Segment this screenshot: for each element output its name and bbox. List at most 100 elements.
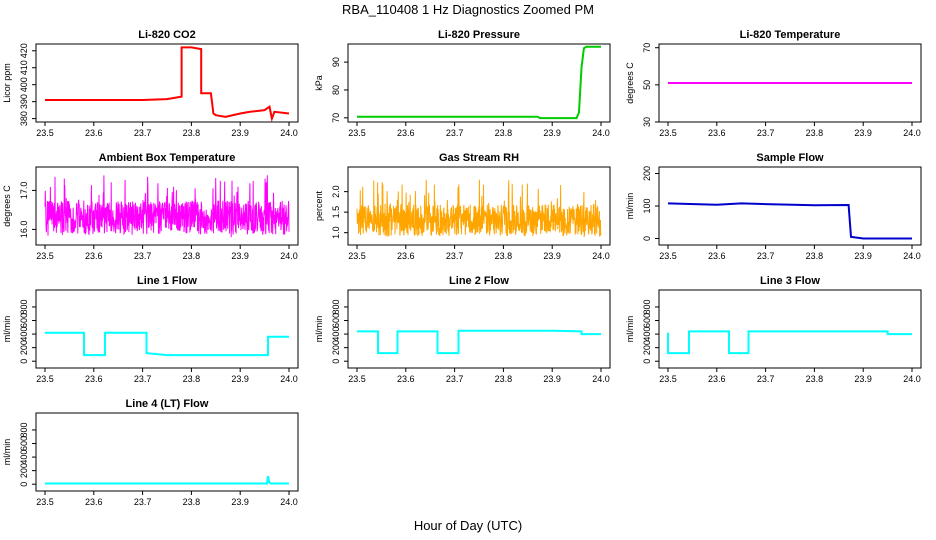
x-tick-label: 23.7 bbox=[757, 374, 775, 384]
x-tick-label: 23.9 bbox=[231, 251, 249, 261]
plot-frame bbox=[35, 166, 299, 246]
x-tick-label: 24.0 bbox=[592, 128, 610, 138]
y-tick-label: 400 bbox=[331, 327, 341, 342]
series-line bbox=[45, 331, 289, 357]
y-tick-label: 800 bbox=[19, 299, 29, 314]
y-axis-label: ml/min bbox=[314, 316, 324, 343]
x-tick-label: 23.9 bbox=[543, 374, 561, 384]
x-tick-label: 23.7 bbox=[446, 128, 464, 138]
y-tick-label: 200 bbox=[642, 340, 652, 355]
y-tick-label: 400 bbox=[19, 77, 29, 92]
series-line bbox=[667, 202, 912, 240]
panel-title: Line 3 Flow bbox=[760, 275, 820, 287]
x-tick-label: 24.0 bbox=[280, 497, 298, 507]
y-tick-label: 50 bbox=[642, 80, 652, 90]
x-tick-label: 23.6 bbox=[708, 374, 726, 384]
y-tick-label: 1.0 bbox=[331, 226, 341, 239]
y-tick-label: 390 bbox=[19, 94, 29, 109]
panel-4: Ambient Box Temperature degrees C 23.5 23.6… bbox=[2, 152, 299, 261]
x-tick-label: 23.9 bbox=[543, 128, 561, 138]
panel-title: Li-820 CO2 bbox=[138, 29, 195, 41]
panel-10: Line 4 (LT) Flow ml/min 23.5 23.6 23.7 23.8 23… bbox=[2, 398, 299, 507]
y-axis-label: ml/min bbox=[625, 316, 635, 343]
figure-title: RBA_110408 1 Hz Diagnostics Zoomed PM bbox=[342, 2, 594, 17]
panel-6: Sample Flow ml/min 23.5 23.6 23.7 23.8 23.9 24.… bbox=[625, 152, 922, 261]
x-tick-label: 23.8 bbox=[495, 128, 513, 138]
x-tick-label: 23.7 bbox=[134, 497, 152, 507]
y-tick-label: 100 bbox=[642, 198, 652, 213]
panel-9: Line 3 Flow ml/min 23.5 23.6 23.7 23.8 23.9 24.… bbox=[625, 275, 922, 384]
plot-frame bbox=[347, 43, 611, 123]
x-tick-label: 23.8 bbox=[183, 374, 201, 384]
y-axis-label: degrees C bbox=[625, 62, 635, 104]
panel-title: Line 2 Flow bbox=[449, 275, 509, 287]
x-axis-label: Hour of Day (UTC) bbox=[413, 518, 523, 533]
x-tick-label: 23.6 bbox=[397, 128, 415, 138]
panel-title: Line 4 (LT) Flow bbox=[126, 398, 209, 410]
y-tick-label: 400 bbox=[642, 327, 652, 342]
x-tick-label: 23.7 bbox=[757, 251, 775, 261]
x-tick-label: 23.8 bbox=[183, 251, 201, 261]
x-tick-label: 23.5 bbox=[36, 374, 54, 384]
x-tick-label: 23.5 bbox=[348, 251, 366, 261]
y-axis-label: percent bbox=[314, 190, 324, 221]
panel-title: Sample Flow bbox=[756, 152, 824, 164]
x-tick-label: 23.5 bbox=[36, 497, 54, 507]
plot-frame bbox=[658, 289, 922, 369]
y-tick-label: 800 bbox=[642, 299, 652, 314]
series-line bbox=[44, 175, 290, 238]
x-tick-label: 23.6 bbox=[397, 374, 415, 384]
series-line bbox=[357, 329, 601, 355]
x-tick-label: 23.9 bbox=[231, 128, 249, 138]
y-tick-label: 600 bbox=[19, 436, 29, 451]
y-tick-label: 600 bbox=[642, 313, 652, 328]
plot-frame bbox=[658, 166, 922, 246]
y-tick-label: 17.0 bbox=[19, 182, 29, 200]
x-tick-label: 23.7 bbox=[446, 251, 464, 261]
y-tick-label: 600 bbox=[19, 313, 29, 328]
x-tick-label: 23.7 bbox=[134, 128, 152, 138]
x-tick-label: 23.6 bbox=[397, 251, 415, 261]
x-tick-label: 24.0 bbox=[903, 251, 921, 261]
x-tick-label: 23.8 bbox=[183, 497, 201, 507]
x-tick-label: 23.5 bbox=[659, 374, 677, 384]
x-tick-label: 23.6 bbox=[85, 251, 103, 261]
series-line bbox=[667, 330, 912, 355]
x-tick-label: 23.5 bbox=[36, 251, 54, 261]
y-tick-label: 200 bbox=[331, 340, 341, 355]
panel-title: Gas Stream RH bbox=[439, 152, 519, 164]
y-tick-label: 0 bbox=[642, 236, 652, 241]
x-tick-label: 23.6 bbox=[85, 497, 103, 507]
x-tick-label: 23.5 bbox=[348, 128, 366, 138]
x-tick-label: 23.5 bbox=[659, 251, 677, 261]
x-tick-label: 23.8 bbox=[183, 128, 201, 138]
x-tick-label: 23.9 bbox=[231, 374, 249, 384]
series-line bbox=[45, 475, 289, 485]
x-tick-label: 23.9 bbox=[854, 374, 872, 384]
y-tick-label: 400 bbox=[19, 327, 29, 342]
y-tick-label: 1.5 bbox=[331, 206, 341, 219]
x-tick-label: 23.6 bbox=[708, 251, 726, 261]
panel-title: Line 1 Flow bbox=[137, 275, 197, 287]
x-tick-label: 23.8 bbox=[495, 251, 513, 261]
x-tick-label: 23.9 bbox=[231, 497, 249, 507]
panel-8: Line 2 Flow ml/min 23.5 23.6 23.7 23.8 23.9 24.… bbox=[314, 275, 611, 384]
y-axis-label: ml/min bbox=[2, 316, 12, 343]
plot-frame bbox=[35, 43, 299, 123]
x-tick-label: 23.6 bbox=[85, 374, 103, 384]
y-tick-label: 70 bbox=[642, 43, 652, 53]
x-tick-label: 23.7 bbox=[134, 374, 152, 384]
y-tick-label: 0 bbox=[19, 359, 29, 364]
x-tick-label: 23.8 bbox=[495, 374, 513, 384]
x-tick-label: 23.5 bbox=[659, 128, 677, 138]
x-tick-label: 24.0 bbox=[280, 374, 298, 384]
y-axis-label: kPa bbox=[314, 75, 324, 91]
x-tick-label: 23.9 bbox=[854, 251, 872, 261]
x-tick-label: 24.0 bbox=[903, 374, 921, 384]
panel-7: Line 1 Flow ml/min 23.5 23.6 23.7 23.8 23.9 24.… bbox=[2, 275, 299, 384]
y-tick-label: 380 bbox=[19, 111, 29, 126]
y-tick-label: 200 bbox=[19, 340, 29, 355]
y-tick-label: 410 bbox=[19, 60, 29, 75]
x-tick-label: 23.7 bbox=[134, 251, 152, 261]
